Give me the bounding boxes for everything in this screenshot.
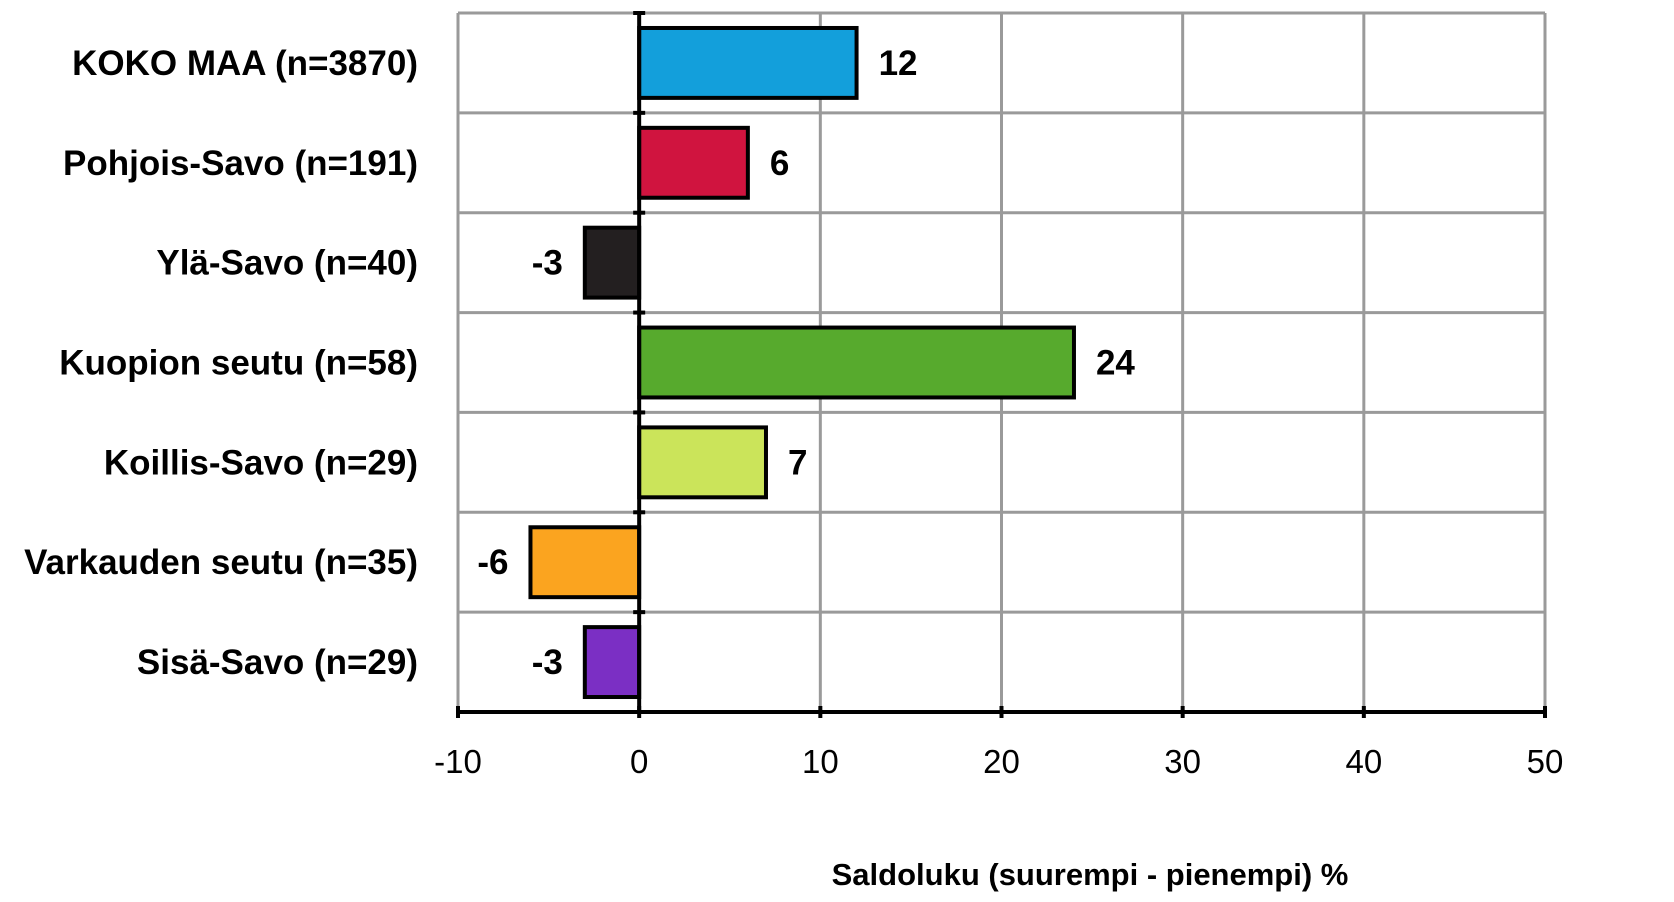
category-label-1: Pohjois-Savo (n=191) bbox=[63, 144, 418, 183]
category-label-3: Kuopion seutu (n=58) bbox=[59, 344, 418, 383]
axes bbox=[456, 11, 1547, 718]
category-label-0: KOKO MAA (n=3870) bbox=[72, 44, 418, 83]
bars bbox=[528, 25, 1076, 700]
x-tick-label-5: 40 bbox=[1345, 743, 1382, 780]
x-tick-label-6: 50 bbox=[1527, 743, 1564, 780]
category-label-5: Varkauden seutu (n=35) bbox=[24, 543, 418, 582]
x-tick-label-4: 30 bbox=[1164, 743, 1201, 780]
bar-1 bbox=[637, 125, 750, 200]
x-tick-label-1: 0 bbox=[630, 743, 648, 780]
x-axis-title: Saldoluku (suurempi - pienempi) % bbox=[832, 857, 1349, 892]
x-tick-label-0: -10 bbox=[434, 743, 482, 780]
value-label-2: -3 bbox=[532, 244, 563, 283]
value-label-0: 12 bbox=[879, 44, 918, 83]
value-label-1: 6 bbox=[770, 144, 789, 183]
bar-6 bbox=[582, 625, 642, 700]
value-label-6: -3 bbox=[532, 643, 563, 682]
value-label-4: 7 bbox=[788, 443, 807, 482]
category-labels: KOKO MAA (n=3870) Pohjois-Savo (n=191) Ylä… bbox=[24, 44, 418, 682]
x-tick-label-3: 20 bbox=[983, 743, 1020, 780]
bar-0 bbox=[637, 25, 859, 100]
bar-3 bbox=[637, 325, 1076, 400]
category-label-6: Sisä-Savo (n=29) bbox=[137, 643, 418, 682]
bar-4 bbox=[637, 425, 768, 500]
value-labels: 12 6 -3 24 7 -6 -3 bbox=[477, 44, 1135, 682]
value-label-5: -6 bbox=[477, 543, 508, 582]
bar-5 bbox=[528, 525, 642, 600]
value-label-3: 24 bbox=[1096, 344, 1135, 383]
category-label-4: Koillis-Savo (n=29) bbox=[104, 443, 418, 482]
x-tick-labels: -10 0 10 20 30 40 50 bbox=[434, 743, 1563, 780]
category-label-2: Ylä-Savo (n=40) bbox=[156, 244, 418, 283]
x-tick-label-2: 10 bbox=[802, 743, 839, 780]
bar-2 bbox=[582, 225, 642, 300]
